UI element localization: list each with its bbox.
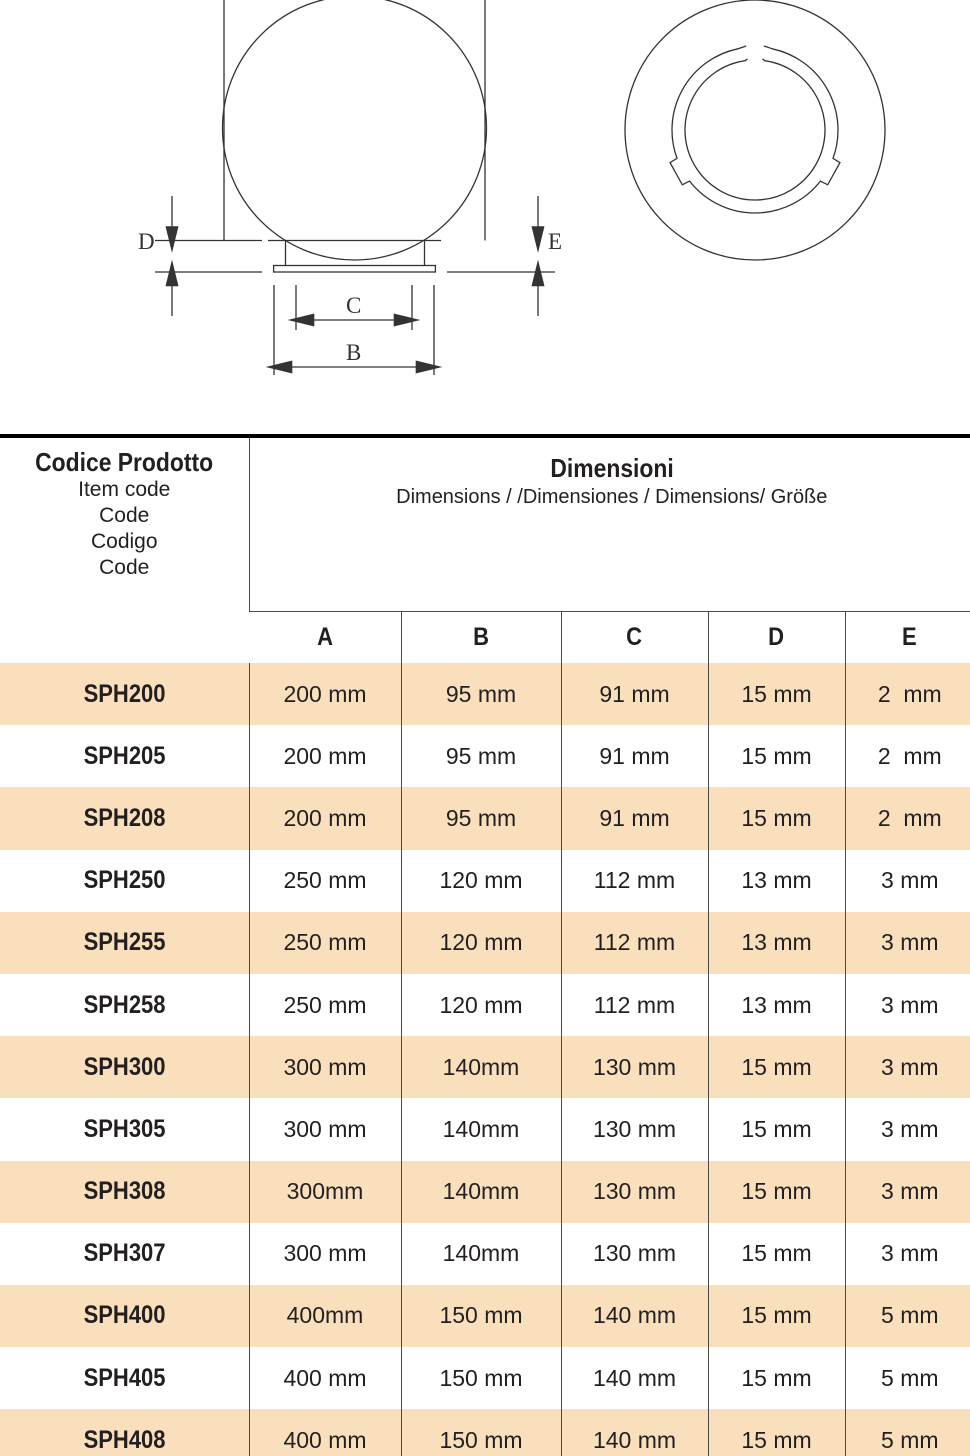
svg-text:B: B <box>346 340 361 365</box>
svg-text:C: C <box>346 293 361 318</box>
svg-text:E: E <box>548 229 562 254</box>
svg-text:D: D <box>138 229 155 254</box>
